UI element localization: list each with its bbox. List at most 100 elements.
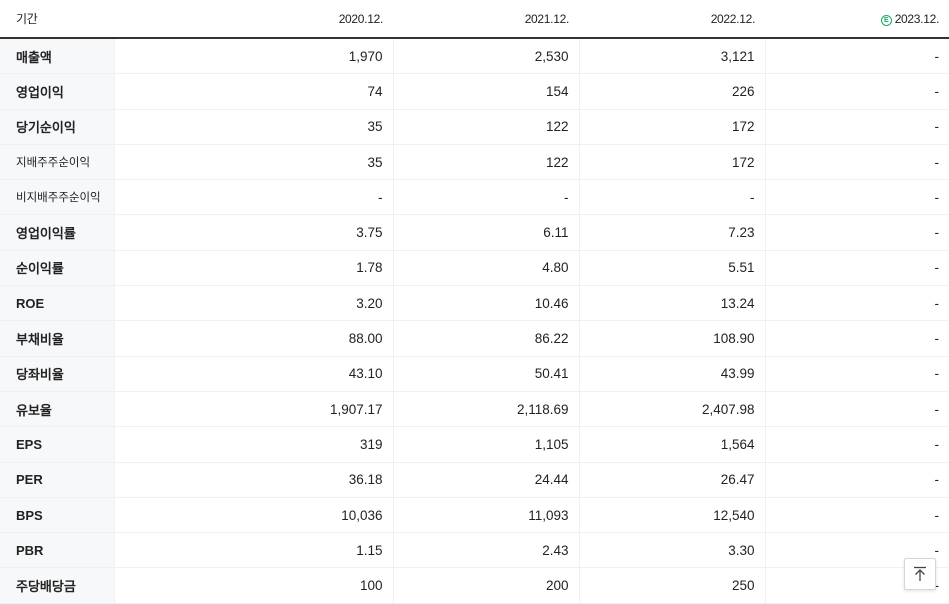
row-label: 부채비율 bbox=[0, 320, 114, 357]
table-row: 매출액 1,970 2,530 3,121 - bbox=[0, 38, 949, 75]
cell-value: 13.24 bbox=[578, 285, 765, 322]
cell-value: 3.20 bbox=[113, 285, 393, 322]
cell-value: 122 bbox=[392, 109, 579, 145]
cell-value: 122 bbox=[392, 144, 579, 181]
cell-value: 10,036 bbox=[113, 497, 393, 534]
cell-value: 11,093 bbox=[392, 497, 579, 534]
cell-value: 319 bbox=[113, 426, 393, 463]
period-2020: 2020.12. bbox=[114, 0, 393, 39]
cell-value: 3.75 bbox=[113, 214, 393, 251]
table-row: EPS 319 1,105 1,564 - bbox=[0, 426, 949, 463]
period-2022: 2022.12. bbox=[579, 0, 765, 39]
cell-value: - bbox=[764, 426, 949, 463]
cell-value: - bbox=[764, 179, 949, 216]
cell-value: 1,970 bbox=[113, 38, 393, 75]
cell-value: 12,540 bbox=[578, 497, 765, 534]
table-row: PBR 1.15 2.43 3.30 - bbox=[0, 532, 949, 569]
cell-value: - bbox=[392, 179, 579, 216]
table-row: 당기순이익 35 122 172 - bbox=[0, 109, 949, 145]
cell-value: 172 bbox=[578, 144, 765, 181]
cell-value: 43.99 bbox=[578, 356, 765, 392]
cell-value: - bbox=[113, 179, 393, 216]
cell-value: 26.47 bbox=[578, 462, 765, 498]
cell-value: 88.00 bbox=[113, 320, 393, 357]
table-row: 순이익률 1.78 4.80 5.51 - bbox=[0, 250, 949, 287]
row-label: 당기순이익 bbox=[0, 109, 114, 145]
cell-value: 154 bbox=[392, 73, 579, 110]
cell-value: 2,407.98 bbox=[578, 391, 765, 428]
cell-value: 3,121 bbox=[578, 38, 765, 75]
cell-value: - bbox=[764, 144, 949, 181]
table-row: ROE 3.20 10.46 13.24 - bbox=[0, 285, 949, 322]
cell-value: - bbox=[764, 250, 949, 287]
cell-value: 172 bbox=[578, 109, 765, 145]
cell-value: - bbox=[764, 38, 949, 75]
table-row: PER 36.18 24.44 26.47 - bbox=[0, 462, 949, 498]
cell-value: 2,530 bbox=[392, 38, 579, 75]
row-label: 영업이익 bbox=[0, 73, 114, 110]
cell-value: 35 bbox=[113, 144, 393, 181]
row-label: PER bbox=[0, 462, 114, 498]
cell-value: 108.90 bbox=[578, 320, 765, 357]
cell-value: 86.22 bbox=[392, 320, 579, 357]
cell-value: 1,564 bbox=[578, 426, 765, 463]
row-label: 매출액 bbox=[0, 38, 114, 75]
cell-value: 2,118.69 bbox=[392, 391, 579, 428]
row-label: 비지배주주순이익 bbox=[0, 179, 114, 216]
row-label: BPS bbox=[0, 497, 114, 534]
cell-value: - bbox=[578, 179, 765, 216]
cell-value: 2.43 bbox=[392, 532, 579, 569]
cell-value: - bbox=[764, 214, 949, 251]
cell-value: 250 bbox=[578, 567, 765, 604]
cell-value: - bbox=[764, 320, 949, 357]
cell-value: 226 bbox=[578, 73, 765, 110]
row-label: PBR bbox=[0, 532, 114, 569]
cell-value: 1.78 bbox=[113, 250, 393, 287]
cell-value: 10.46 bbox=[392, 285, 579, 322]
table-row: 영업이익 74 154 226 - bbox=[0, 73, 949, 110]
cell-value: 5.51 bbox=[578, 250, 765, 287]
table-row: 지배주주순이익 35 122 172 - bbox=[0, 144, 949, 181]
cell-value: - bbox=[764, 462, 949, 498]
row-label: 영업이익률 bbox=[0, 214, 114, 251]
cell-value: 6.11 bbox=[392, 214, 579, 251]
table-row: 비지배주주순이익 - - - - bbox=[0, 179, 949, 216]
table-row: 유보율 1,907.17 2,118.69 2,407.98 - bbox=[0, 391, 949, 428]
cell-value: 36.18 bbox=[113, 462, 393, 498]
table-row: BPS 10,036 11,093 12,540 - bbox=[0, 497, 949, 534]
row-label: 지배주주순이익 bbox=[0, 144, 114, 181]
row-label: 순이익률 bbox=[0, 250, 114, 287]
cell-value: 1.15 bbox=[113, 532, 393, 569]
cell-value: 200 bbox=[392, 567, 579, 604]
cell-value: - bbox=[764, 109, 949, 145]
cell-value: 7.23 bbox=[578, 214, 765, 251]
cell-value: 4.80 bbox=[392, 250, 579, 287]
cell-value: 50.41 bbox=[392, 356, 579, 392]
table-row: 주당배당금 100 200 250 - bbox=[0, 567, 949, 604]
cell-value: 43.10 bbox=[113, 356, 393, 392]
table-row: 부채비율 88.00 86.22 108.90 - bbox=[0, 320, 949, 357]
row-label: 유보율 bbox=[0, 391, 114, 428]
scroll-to-top-button[interactable] bbox=[904, 558, 936, 590]
estimate-icon: E bbox=[880, 14, 892, 26]
cell-value: - bbox=[764, 285, 949, 322]
table-row: 당좌비율 43.10 50.41 43.99 - bbox=[0, 356, 949, 392]
cell-value: 3.30 bbox=[578, 532, 765, 569]
cell-value: - bbox=[764, 73, 949, 110]
cell-value: 1,907.17 bbox=[113, 391, 393, 428]
cell-value: 100 bbox=[113, 567, 393, 604]
row-label: EPS bbox=[0, 426, 114, 463]
row-label: 당좌비율 bbox=[0, 356, 114, 392]
cell-value: 74 bbox=[113, 73, 393, 110]
cell-value: - bbox=[764, 391, 949, 428]
period-2023-label: 2023.12. bbox=[894, 11, 940, 26]
period-2021: 2021.12. bbox=[393, 0, 579, 39]
cell-value: - bbox=[764, 497, 949, 534]
row-label: 주당배당금 bbox=[0, 567, 114, 604]
cell-value: 1,105 bbox=[392, 426, 579, 463]
cell-value: 24.44 bbox=[392, 462, 579, 498]
header-row: 기간 2020.12. 2021.12. 2022.12. E 2023.12. bbox=[0, 0, 949, 39]
row-label: ROE bbox=[0, 285, 114, 322]
period-label: 기간 bbox=[0, 0, 114, 39]
